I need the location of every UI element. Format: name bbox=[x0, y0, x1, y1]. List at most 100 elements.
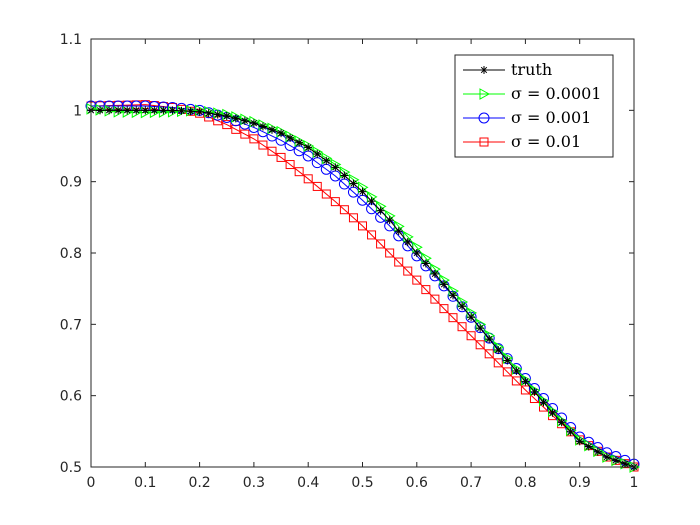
data-point bbox=[476, 324, 485, 333]
data-point bbox=[276, 152, 286, 162]
data-point bbox=[159, 106, 168, 115]
data-point bbox=[548, 408, 557, 417]
data-point bbox=[593, 447, 602, 456]
x-tick-label: 0.5 bbox=[351, 475, 373, 491]
data-point bbox=[295, 138, 304, 147]
data-point bbox=[493, 358, 503, 368]
tick-layer: 0 0.1 0.2 0.3 0.4 0.5 0.6 0.7 0.8 0.9 1 0.5 0.6 0.7 0.… bbox=[60, 32, 639, 491]
data-point bbox=[385, 216, 394, 225]
data-point bbox=[132, 106, 141, 115]
data-point bbox=[611, 456, 620, 465]
data-point bbox=[358, 221, 367, 231]
data-point bbox=[285, 160, 295, 170]
data-point bbox=[412, 249, 421, 257]
data-point bbox=[312, 181, 322, 191]
data-point bbox=[186, 107, 195, 116]
x-tick-label: 0.3 bbox=[243, 475, 265, 491]
series-0 bbox=[87, 106, 638, 471]
data-point bbox=[557, 418, 566, 427]
data-point bbox=[240, 129, 250, 139]
data-point bbox=[511, 376, 521, 386]
data-point bbox=[602, 453, 611, 462]
x-tick-label: 0.2 bbox=[188, 475, 210, 491]
data-point bbox=[304, 143, 313, 152]
data-point bbox=[439, 304, 449, 314]
data-point bbox=[530, 387, 539, 396]
legend-item: σ = 0.01 bbox=[463, 132, 581, 151]
data-point bbox=[303, 174, 313, 184]
legend-label: truth bbox=[511, 60, 552, 79]
data-point bbox=[105, 106, 114, 115]
data-point bbox=[457, 322, 467, 332]
data-point bbox=[439, 280, 448, 289]
y-tick-label: 0.5 bbox=[60, 460, 82, 476]
data-point bbox=[367, 230, 377, 240]
y-tick-label: 1.1 bbox=[60, 32, 82, 48]
legend-label: σ = 0.01 bbox=[511, 132, 581, 151]
data-point bbox=[539, 398, 548, 407]
data-point bbox=[421, 285, 431, 295]
x-tick-label: 0.1 bbox=[134, 475, 156, 491]
data-point bbox=[268, 125, 276, 134]
data-point bbox=[249, 119, 258, 128]
legend-marker bbox=[479, 88, 491, 100]
data-point bbox=[177, 106, 186, 115]
data-point bbox=[584, 442, 593, 451]
x-tick-label: 0 bbox=[87, 475, 96, 491]
y-tick-label: 0.6 bbox=[60, 389, 82, 405]
data-point bbox=[620, 459, 629, 468]
data-point bbox=[195, 107, 204, 116]
data-point bbox=[430, 269, 439, 278]
data-point bbox=[222, 112, 231, 121]
data-point bbox=[349, 179, 358, 188]
data-point bbox=[150, 106, 159, 115]
data-point bbox=[322, 156, 331, 165]
y-tick-label: 0.8 bbox=[60, 246, 82, 262]
x-tick-label: 0.6 bbox=[406, 475, 428, 491]
y-tick-label: 1 bbox=[73, 103, 82, 119]
data-point bbox=[114, 106, 123, 115]
data-point bbox=[277, 129, 286, 138]
legend-marker bbox=[479, 137, 489, 147]
data-point bbox=[448, 313, 458, 323]
data-point bbox=[231, 114, 240, 123]
data-point bbox=[485, 335, 494, 344]
data-point bbox=[385, 248, 395, 258]
x-tick-label: 0.9 bbox=[569, 475, 591, 491]
y-tick-label: 0.9 bbox=[60, 175, 82, 191]
x-tick-label: 0.8 bbox=[514, 475, 536, 491]
x-tick-label: 1 bbox=[630, 475, 639, 491]
data-point bbox=[430, 294, 440, 304]
data-point bbox=[294, 167, 304, 177]
data-point bbox=[484, 349, 494, 359]
legend-item: σ = 0.001 bbox=[463, 108, 591, 127]
data-point bbox=[367, 197, 376, 206]
data-point bbox=[258, 140, 268, 150]
data-point bbox=[376, 206, 385, 215]
data-point bbox=[475, 340, 485, 350]
data-point bbox=[566, 427, 575, 436]
data-point bbox=[358, 187, 367, 196]
data-point bbox=[421, 259, 430, 268]
data-point bbox=[331, 163, 340, 172]
x-tick-label: 0.7 bbox=[460, 475, 482, 491]
data-point bbox=[348, 213, 358, 223]
legend-item: σ = 0.0001 bbox=[463, 84, 601, 103]
data-point bbox=[575, 437, 584, 446]
data-point bbox=[521, 377, 530, 386]
data-point bbox=[339, 205, 349, 215]
data-point bbox=[494, 346, 503, 355]
data-point bbox=[502, 367, 512, 377]
data-point bbox=[222, 120, 232, 130]
x-tick-label: 0.4 bbox=[297, 475, 319, 491]
data-point bbox=[403, 238, 412, 247]
data-point bbox=[330, 197, 340, 207]
data-point bbox=[96, 106, 105, 115]
data-point bbox=[123, 106, 132, 115]
legend: truth σ = 0.0001 σ = 0.001 σ = 0.01 bbox=[454, 54, 614, 158]
series-layer bbox=[85, 100, 641, 473]
data-point bbox=[321, 189, 331, 199]
data-point bbox=[467, 313, 476, 322]
data-point bbox=[503, 356, 512, 365]
